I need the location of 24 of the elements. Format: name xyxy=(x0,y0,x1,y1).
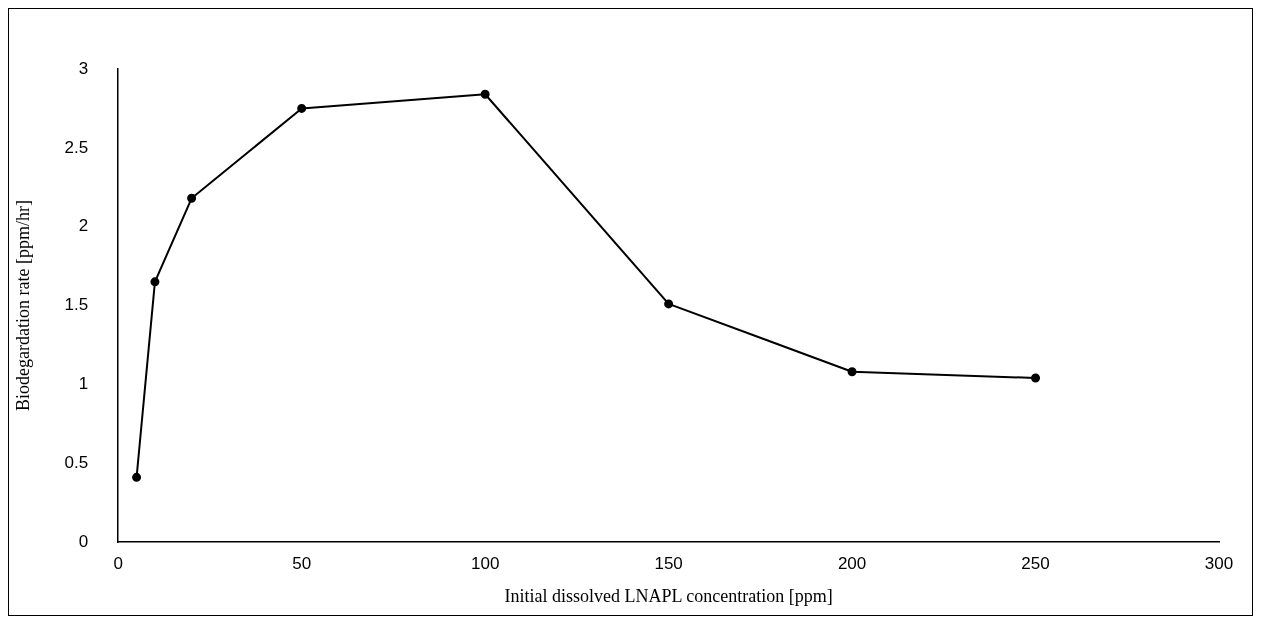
y-tick-label: 1.5 xyxy=(64,295,89,315)
y-axis-title: Biodegardation rate [ppm/hr] xyxy=(12,200,33,411)
x-tick-label: 200 xyxy=(837,553,867,573)
y-tick-label: 2 xyxy=(78,216,89,236)
x-tick-label: 250 xyxy=(1021,553,1050,573)
x-tick-label: 50 xyxy=(292,553,312,573)
x-tick-label: 300 xyxy=(1204,553,1234,573)
point xyxy=(1031,373,1041,383)
x-axis-title: Initial dissolved LNAPL concentration [ppm] xyxy=(504,585,833,606)
point xyxy=(480,89,490,99)
point xyxy=(187,193,197,203)
y-tick-label: 1 xyxy=(78,374,89,394)
point xyxy=(847,367,857,377)
x-tick-label: 150 xyxy=(654,553,683,573)
y-tick-label: 3 xyxy=(78,58,89,78)
point xyxy=(132,472,142,482)
point xyxy=(664,299,674,309)
point xyxy=(297,103,307,113)
y-tick-label: 2.5 xyxy=(64,137,89,157)
y-tick-label: 0 xyxy=(78,531,89,551)
x-tick-label: 0 xyxy=(113,553,123,573)
y-tick-label: 0.5 xyxy=(64,452,89,472)
x-tick-label: 100 xyxy=(470,553,500,573)
point xyxy=(150,277,160,287)
